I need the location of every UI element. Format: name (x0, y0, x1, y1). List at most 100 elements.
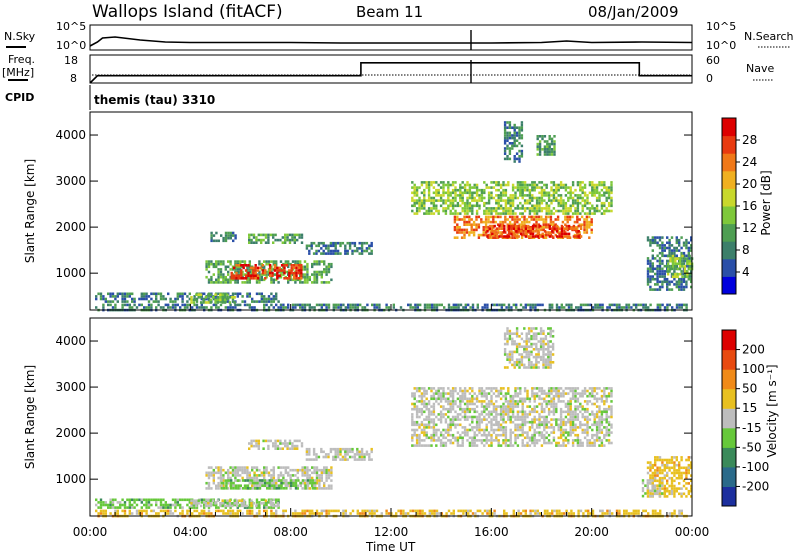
power-cells-cell-0 (246, 303, 249, 307)
power-cells-cell-2 (195, 298, 198, 302)
power-cells-cell-13 (658, 246, 662, 250)
vel-cells-cell-7 (538, 389, 541, 393)
power-cells-cell-4 (254, 264, 257, 267)
vel-cells-cell-3 (301, 468, 304, 472)
power-cells-cell-0 (325, 303, 328, 307)
vel-cells-cell-3 (327, 474, 331, 477)
power-cells-cell-9 (494, 220, 497, 224)
power-cells-cell-13 (678, 244, 681, 247)
vel-cells-cell-7 (418, 389, 421, 393)
vel-cells-cell-7 (432, 407, 436, 411)
power-cells-cell-13 (668, 241, 671, 245)
power-cells-cell-0 (675, 303, 679, 307)
power-cells-cell-7 (339, 241, 342, 245)
power-cells-cell-4 (242, 266, 245, 270)
vel-cells-cell-7 (502, 402, 505, 406)
vel-cells-cell-0 (416, 509, 419, 513)
vel-cells-cell-7 (466, 405, 469, 408)
power-cells-cell-13 (680, 288, 683, 291)
vel-cells-cell-7 (492, 402, 496, 406)
vel-cells-cell-2 (221, 504, 224, 508)
vel-cells-cell-5 (267, 447, 270, 450)
freq-unit-label: [MHz] (2, 66, 34, 79)
power-cells-cell-4 (276, 266, 279, 270)
power-cells-cell-8 (461, 201, 464, 205)
power-cells-cell-12 (543, 150, 547, 154)
vel-cells-cell-4 (275, 487, 278, 490)
vel-cells-cell-3 (229, 466, 232, 469)
power-cells-cell-14 (681, 262, 684, 266)
vel-cells-cell-7 (473, 441, 476, 445)
power-cells-cell-7 (358, 252, 361, 255)
power-cells-cell-0 (392, 303, 395, 307)
vel-cells-cell-0 (311, 509, 314, 513)
vel-cells-cell-7 (459, 413, 462, 416)
vel-cells-cell-7 (480, 410, 484, 414)
power-cells-cell-0 (656, 306, 659, 309)
vel-cells-cell-7 (427, 407, 431, 411)
vel-cells-cell-3 (255, 474, 259, 477)
vel-cells-cell-7 (444, 407, 448, 411)
power-cells-cell-7 (356, 247, 359, 250)
power-cells-cell-13 (663, 270, 666, 273)
power-cells-cell-5 (234, 236, 237, 240)
power-cells-cell-8 (413, 212, 416, 215)
vel-cells-cell-7 (483, 439, 486, 442)
vel-cells-cell-6 (351, 455, 354, 459)
power-cells-cell-8 (526, 186, 529, 189)
power-cells-cell-8 (511, 194, 515, 197)
power-cells-cell-3 (236, 260, 239, 263)
vel-cells-cell-1 (128, 501, 131, 504)
vel-cells-cell-2 (192, 499, 196, 502)
power-cells-cell-3 (287, 281, 290, 284)
power-cells-cell-8 (511, 183, 515, 187)
power-cells-cell-8 (442, 199, 445, 202)
power-cells-cell-9 (499, 223, 502, 226)
power-cells-cell-10 (491, 224, 494, 228)
vel-cells-cell-7 (413, 394, 416, 398)
power-cells-cell-11 (508, 157, 512, 161)
power-cells-cell-2 (214, 293, 217, 296)
vel-cells-cell-7 (540, 407, 544, 411)
power-cells-cell-9 (566, 220, 569, 224)
vel-cells-cell-6 (336, 453, 340, 456)
power-cells-cell-14 (686, 259, 689, 263)
power-cells-cell-12 (546, 145, 549, 148)
vel-cells-cell-6 (360, 458, 364, 461)
vel-cells-cell-6 (344, 458, 347, 461)
vel-cells-cell-7 (497, 423, 500, 427)
power-cells-cell-6 (284, 233, 287, 237)
power-cells-cell-0 (229, 303, 232, 307)
power-cells-cell-3 (234, 278, 237, 282)
power-cells-cell-7 (344, 249, 347, 253)
vel-cells-cell-3 (270, 474, 273, 477)
vel-cells-cell-0 (344, 512, 347, 515)
vel-cells-cell-7 (442, 441, 445, 445)
power-cells-cell-14 (671, 254, 675, 258)
vel-cells-cell-3 (318, 474, 321, 477)
power-cells-cell-14 (674, 262, 677, 266)
power-cells-cell-8 (600, 207, 604, 210)
power-cells-cell-8 (511, 201, 515, 205)
vel-cells-cell-7 (439, 431, 443, 434)
vel-cells-cell-0 (270, 512, 273, 515)
power-cells-cell-8 (497, 199, 500, 202)
power-cells-cell-8 (516, 186, 520, 189)
vel-cells-cell-1 (114, 506, 117, 509)
vel-cells-cell-7 (499, 415, 503, 419)
vel-cells-cell-7 (499, 444, 503, 447)
vel-cells-cell-7 (418, 400, 421, 403)
power-cells-cell-8 (485, 186, 488, 189)
power-cells-cell-8 (475, 186, 479, 189)
power-cells-cell-11 (511, 136, 514, 140)
power-cells-cell-13 (651, 262, 654, 265)
power-cells-cell-0 (282, 306, 285, 309)
power-cells-cell-0 (284, 306, 287, 309)
power-cells-cell-3 (234, 260, 237, 263)
vel-cells-cell-7 (490, 418, 493, 421)
vel-cells-cell-1 (126, 498, 129, 502)
power-cells-cell-1 (176, 292, 179, 296)
power-cells-cell-7 (344, 252, 347, 255)
power-cells-cell-1 (171, 300, 175, 303)
vel-cells-cell-7 (540, 433, 544, 437)
